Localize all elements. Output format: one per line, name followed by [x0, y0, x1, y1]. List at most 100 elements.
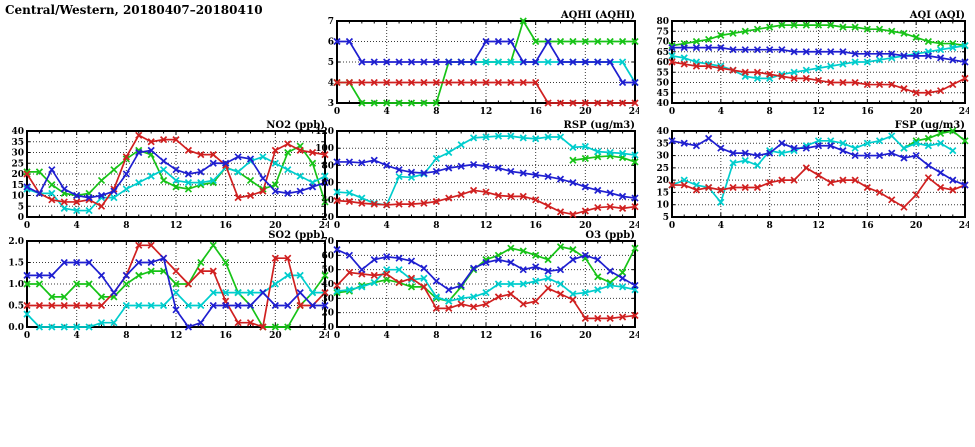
svg-text:24: 24 [629, 107, 639, 117]
svg-text:16: 16 [861, 107, 874, 117]
chart-so2: 0.0 0.5 1.0 1.5 2.0 0 4 8 12 16 20 24 SO2 (ppb) [0, 230, 329, 341]
svg-text:10: 10 [11, 192, 24, 202]
svg-text:0: 0 [669, 221, 675, 231]
svg-text:50: 50 [321, 266, 334, 276]
svg-text:16: 16 [529, 331, 542, 341]
svg-text:45: 45 [656, 89, 669, 99]
svg-text:35: 35 [11, 138, 24, 148]
svg-text:4: 4 [384, 331, 390, 341]
svg-text:0: 0 [334, 221, 340, 231]
svg-text:80: 80 [321, 161, 334, 171]
svg-text:80: 80 [656, 17, 669, 27]
svg-text:40: 40 [656, 127, 669, 137]
svg-text:20: 20 [579, 107, 592, 117]
svg-text:FSP (ug/m3): FSP (ug/m3) [895, 120, 965, 131]
svg-text:12: 12 [170, 331, 183, 341]
svg-text:20: 20 [910, 221, 923, 231]
svg-text:16: 16 [861, 221, 874, 231]
svg-text:0: 0 [334, 331, 340, 341]
svg-text:AQI (AQI): AQI (AQI) [909, 10, 965, 21]
svg-text:20: 20 [321, 309, 334, 319]
svg-text:4: 4 [74, 331, 80, 341]
svg-text:55: 55 [656, 68, 669, 78]
svg-text:6: 6 [328, 38, 334, 48]
svg-text:8: 8 [433, 331, 439, 341]
svg-text:8: 8 [123, 221, 129, 231]
svg-text:4: 4 [718, 221, 724, 231]
svg-text:0.5: 0.5 [8, 302, 24, 312]
svg-text:70: 70 [321, 237, 334, 247]
svg-text:60: 60 [656, 58, 669, 68]
o3-plot: 10 20 30 40 50 60 70 0 4 8 12 16 20 24 O3 (ppb) [321, 230, 639, 341]
svg-text:20: 20 [910, 107, 923, 117]
svg-text:20: 20 [579, 331, 592, 341]
svg-text:4: 4 [384, 107, 390, 117]
svg-text:60: 60 [321, 179, 334, 189]
page-title: Central/Western, 20180407–20180410 [5, 3, 263, 17]
svg-text:4: 4 [384, 221, 390, 231]
svg-text:100: 100 [315, 144, 334, 154]
svg-text:24: 24 [319, 331, 329, 341]
svg-text:60: 60 [321, 251, 334, 261]
chart-fsp: 5 10 15 20 25 30 35 40 0 4 8 12 16 20 24 FSP (ug/m3) [645, 120, 969, 231]
svg-text:24: 24 [959, 107, 969, 117]
svg-text:25: 25 [656, 164, 669, 174]
svg-text:12: 12 [812, 221, 825, 231]
svg-text:16: 16 [529, 107, 542, 117]
fsp-plot: 5 10 15 20 25 30 35 40 0 4 8 12 16 20 24 FSP (ug/m3) [656, 120, 969, 231]
svg-text:7: 7 [328, 17, 334, 27]
svg-text:20: 20 [579, 221, 592, 231]
svg-text:8: 8 [767, 107, 773, 117]
svg-text:3: 3 [328, 99, 334, 109]
svg-text:2.0: 2.0 [8, 237, 24, 247]
svg-text:4: 4 [74, 221, 80, 231]
svg-text:75: 75 [656, 27, 669, 37]
so2-plot: 0.0 0.5 1.0 1.5 2.0 0 4 8 12 16 20 24 SO2 (ppb) [8, 230, 329, 341]
svg-text:8: 8 [433, 107, 439, 117]
svg-text:0: 0 [18, 213, 24, 223]
svg-text:10: 10 [656, 201, 669, 211]
svg-text:12: 12 [170, 221, 183, 231]
svg-text:0.0: 0.0 [8, 323, 24, 333]
svg-text:12: 12 [480, 221, 493, 231]
chart-aqhi: 3 4 5 6 7 0 4 8 12 16 20 24 AQHI (AQHI) [310, 10, 639, 117]
svg-text:65: 65 [656, 48, 669, 58]
svg-text:5: 5 [18, 202, 24, 212]
svg-text:16: 16 [219, 331, 232, 341]
svg-text:4: 4 [718, 107, 724, 117]
svg-text:50: 50 [656, 79, 669, 89]
svg-text:24: 24 [959, 221, 969, 231]
svg-text:5: 5 [328, 58, 334, 68]
svg-text:AQHI (AQHI): AQHI (AQHI) [560, 10, 635, 21]
svg-text:16: 16 [219, 221, 232, 231]
svg-text:12: 12 [812, 107, 825, 117]
svg-text:SO2 (ppb): SO2 (ppb) [268, 230, 325, 241]
svg-text:20: 20 [11, 170, 24, 180]
svg-text:40: 40 [656, 99, 669, 109]
svg-text:0: 0 [669, 107, 675, 117]
svg-text:24: 24 [629, 331, 639, 341]
chart-o3: 10 20 30 40 50 60 70 0 4 8 12 16 20 24 O3 (ppb) [310, 230, 639, 341]
chart-aqi: 40 45 50 55 60 65 70 75 80 0 4 8 12 16 20 24 AQI (AQI) [645, 10, 969, 117]
svg-text:15: 15 [656, 188, 669, 198]
svg-text:40: 40 [321, 196, 334, 206]
svg-text:20: 20 [321, 213, 334, 223]
svg-text:12: 12 [480, 107, 493, 117]
svg-text:O3 (ppb): O3 (ppb) [585, 230, 635, 241]
aqhi-plot: 3 4 5 6 7 0 4 8 12 16 20 24 AQHI (AQHI) [328, 10, 639, 117]
svg-text:0: 0 [24, 331, 30, 341]
svg-text:8: 8 [433, 221, 439, 231]
svg-text:NO2 (ppb): NO2 (ppb) [266, 120, 325, 131]
svg-text:30: 30 [321, 294, 334, 304]
svg-text:4: 4 [328, 79, 334, 89]
svg-text:20: 20 [269, 221, 282, 231]
svg-text:40: 40 [11, 127, 24, 137]
svg-text:24: 24 [319, 221, 329, 231]
svg-text:25: 25 [11, 159, 24, 169]
svg-text:0: 0 [334, 107, 340, 117]
svg-text:10: 10 [321, 323, 334, 333]
svg-text:35: 35 [656, 139, 669, 149]
